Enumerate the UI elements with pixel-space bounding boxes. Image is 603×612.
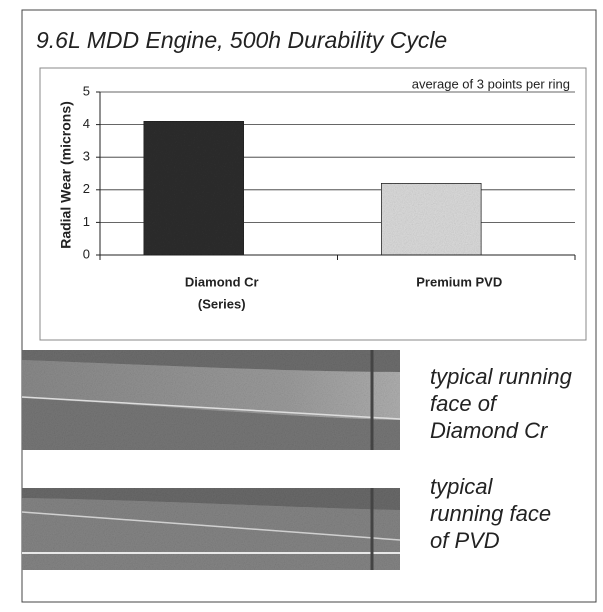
y-tick-label: 4 [83,116,90,131]
y-tick-label: 2 [83,181,90,196]
photo-caption: face of [430,391,499,416]
y-axis-label: Radial Wear (microns) [58,101,74,249]
y-tick-label: 3 [83,149,90,164]
photo [21,350,401,450]
bar [143,120,245,256]
x-tick-label: Premium PVD [416,274,502,289]
photo-caption: typical running [430,364,573,389]
photo-caption: Diamond Cr [430,418,549,443]
y-tick-label: 5 [83,83,90,98]
photo-caption: running face [430,501,551,526]
y-tick-label: 0 [83,246,90,261]
x-tick-label: (Series) [198,296,246,311]
annotation: average of 3 points per ring [412,76,570,91]
chart-frame [39,67,587,341]
photo-caption: of PVD [430,528,500,553]
bar [380,182,482,256]
x-tick-label: Diamond Cr [185,274,259,289]
photo [21,488,401,570]
page-frame [21,9,597,603]
y-tick-label: 1 [83,214,90,229]
chart-title: 9.6L MDD Engine, 500h Durability Cycle [36,27,447,53]
photo-caption: typical [430,474,493,499]
